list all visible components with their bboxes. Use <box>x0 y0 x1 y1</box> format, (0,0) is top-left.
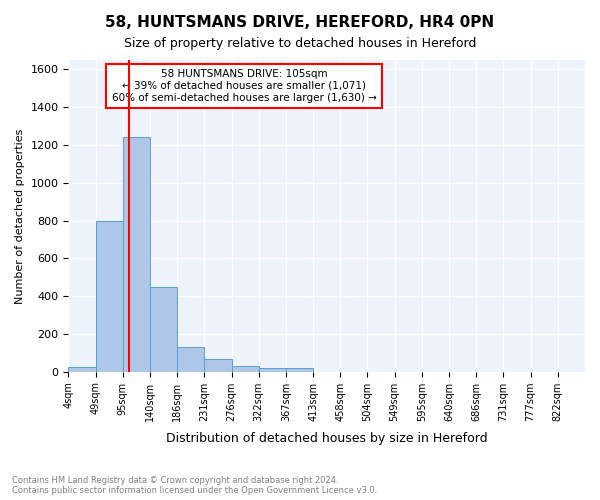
Bar <box>68 367 95 372</box>
Bar <box>232 366 259 372</box>
Text: Contains HM Land Registry data © Crown copyright and database right 2024.
Contai: Contains HM Land Registry data © Crown c… <box>12 476 377 495</box>
Bar <box>205 360 232 372</box>
Bar <box>123 138 150 372</box>
Bar <box>259 368 286 372</box>
X-axis label: Distribution of detached houses by size in Hereford: Distribution of detached houses by size … <box>166 432 488 445</box>
Bar <box>95 220 123 372</box>
Text: 58, HUNTSMANS DRIVE, HEREFORD, HR4 0PN: 58, HUNTSMANS DRIVE, HEREFORD, HR4 0PN <box>106 15 494 30</box>
Text: 58 HUNTSMANS DRIVE: 105sqm
← 39% of detached houses are smaller (1,071)
60% of s: 58 HUNTSMANS DRIVE: 105sqm ← 39% of deta… <box>112 70 376 102</box>
Bar <box>150 286 177 372</box>
Y-axis label: Number of detached properties: Number of detached properties <box>15 128 25 304</box>
Text: Size of property relative to detached houses in Hereford: Size of property relative to detached ho… <box>124 38 476 51</box>
Bar <box>177 347 205 372</box>
Bar <box>286 368 313 372</box>
